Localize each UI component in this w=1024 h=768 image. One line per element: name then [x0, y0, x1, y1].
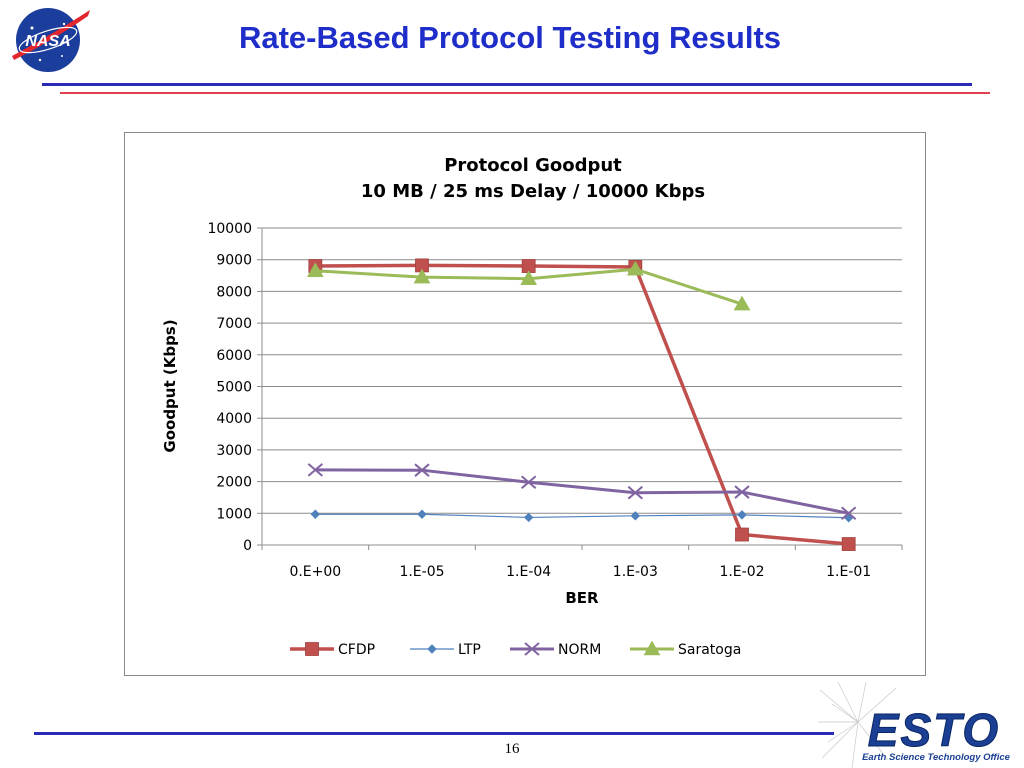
- legend-marker-CFDP: [305, 642, 319, 656]
- point-NORM-1.E-03: [627, 485, 643, 500]
- legend-item-Saratoga: Saratoga: [630, 640, 741, 658]
- legend-item-LTP: LTP: [410, 642, 481, 658]
- header-rule-red: [60, 92, 990, 94]
- point-Saratoga-1.E-05: [413, 268, 431, 284]
- x-tick-label-1.E-02: 1.E-02: [719, 564, 764, 580]
- point-NORM-1.E-02: [734, 485, 750, 499]
- legend-item-NORM: NORM: [510, 642, 601, 658]
- chart-title: Protocol Goodput: [444, 155, 622, 176]
- legend: CFDP LTP NORM Saratoga: [290, 640, 741, 658]
- point-Saratoga-1.E-03: [626, 260, 644, 276]
- point-CFDP-1.E-02: [735, 527, 749, 542]
- y-tick-label-3000: 3000: [216, 443, 252, 459]
- esto-logo-text: ESTO: [868, 704, 1000, 756]
- header-rule-blue: [42, 83, 972, 86]
- page-number: 16: [504, 741, 520, 757]
- legend-label-LTP: LTP: [458, 642, 481, 658]
- series-Saratoga: [306, 260, 751, 311]
- nasa-logo-text: NASA: [25, 33, 70, 50]
- series-line-CFDP: [315, 263, 849, 546]
- y-tick-label-9000: 9000: [216, 253, 252, 269]
- series-lines: [306, 258, 857, 551]
- grid-lines: [262, 227, 902, 514]
- axes: 0 1000 2000 3000 4000 5000 6000 7000 8000 9000 100…: [207, 221, 903, 580]
- point-LTP-1.E-02: [737, 510, 747, 520]
- legend-marker-NORM: [524, 642, 540, 656]
- y-tick-label-7000: 7000: [216, 316, 252, 332]
- y-tick-label-1000: 1000: [216, 506, 252, 522]
- x-axis-label: BER: [565, 589, 599, 607]
- series-LTP: [310, 509, 854, 523]
- legend-label-CFDP: CFDP: [338, 642, 375, 658]
- y-tick-label-4000: 4000: [216, 411, 252, 427]
- nasa-logo: NASA: [12, 8, 90, 72]
- x-tick-label-1.E-03: 1.E-03: [613, 564, 658, 580]
- series-NORM: [307, 463, 857, 521]
- series-line-NORM: [315, 468, 849, 515]
- x-tick-label-1.E-04: 1.E-04: [506, 564, 551, 580]
- legend-marker-LTP: [427, 644, 437, 654]
- goodput-chart: Protocol Goodput 10 MB / 25 ms Delay / 1…: [161, 155, 903, 658]
- point-LTP-0.E+00: [310, 509, 321, 519]
- y-tick-label-6000: 6000: [216, 348, 252, 364]
- legend-label-NORM: NORM: [558, 642, 601, 658]
- point-LTP-1.E-04: [523, 512, 534, 523]
- point-Saratoga-1.E-02: [733, 295, 751, 311]
- y-tick-label-10000: 10000: [207, 221, 252, 237]
- y-tick-label-5000: 5000: [216, 380, 252, 396]
- point-NORM-0.E+00: [307, 463, 323, 477]
- footer-rule: [34, 732, 834, 735]
- chart-subtitle: 10 MB / 25 ms Delay / 10000 Kbps: [361, 181, 705, 202]
- point-NORM-1.E-05: [414, 463, 430, 477]
- slide-title: Rate-Based Protocol Testing Results: [238, 20, 782, 55]
- y-tick-label-0: 0: [243, 538, 252, 554]
- esto-logo: ESTO Earth Science Technology Office: [818, 682, 1011, 768]
- point-NORM-1.E-01: [841, 506, 857, 521]
- x-tick-label-0.E+00: 0.E+00: [289, 564, 341, 580]
- y-axis-label: Goodput (Kbps): [161, 319, 179, 452]
- point-Saratoga-1.E-04: [520, 270, 538, 285]
- legend-marker-Saratoga: [643, 640, 661, 656]
- point-LTP-1.E-03: [630, 511, 641, 521]
- esto-logo-caption: Earth Science Technology Office: [862, 752, 1011, 763]
- x-tick-label-1.E-05: 1.E-05: [399, 564, 444, 580]
- series-CFDP: [308, 258, 856, 551]
- x-tick-label-1.E-01: 1.E-01: [826, 564, 871, 580]
- chart-frame: Protocol Goodput 10 MB / 25 ms Delay / 1…: [124, 132, 926, 676]
- y-tick-label-8000: 8000: [216, 284, 252, 300]
- series-line-LTP: [315, 513, 849, 519]
- point-CFDP-1.E-01: [841, 537, 856, 551]
- point-NORM-1.E-04: [521, 475, 537, 489]
- point-Saratoga-0.E+00: [306, 262, 324, 278]
- legend-label-Saratoga: Saratoga: [678, 642, 741, 658]
- y-tick-label-2000: 2000: [216, 475, 252, 491]
- legend-item-CFDP: CFDP: [290, 642, 375, 658]
- point-LTP-1.E-05: [417, 509, 427, 519]
